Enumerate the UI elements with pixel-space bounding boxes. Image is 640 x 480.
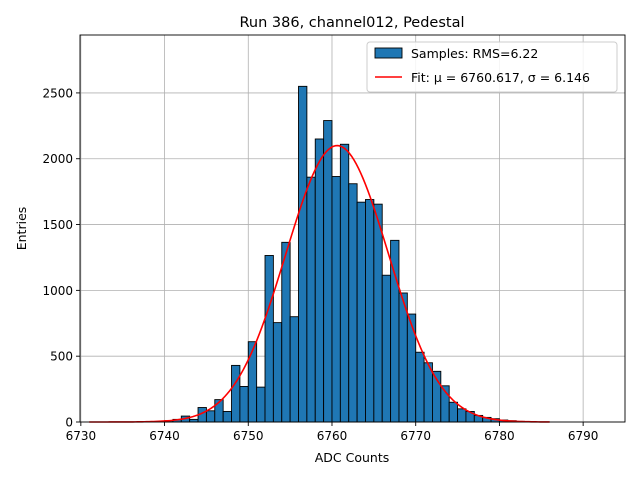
histogram-bar bbox=[272, 322, 283, 423]
x-axis-ticks: 6730 6740 6750 6760 6770 6780 6790 bbox=[66, 422, 599, 443]
plot-frame bbox=[79, 34, 626, 423]
legend-frame bbox=[366, 41, 618, 93]
x-axis-label: ADC Counts bbox=[315, 450, 390, 465]
x-tick-label: 6770 bbox=[400, 429, 431, 443]
histogram-bar bbox=[205, 410, 216, 423]
histogram-bar bbox=[406, 313, 417, 423]
y-tick-label: 500 bbox=[50, 350, 73, 364]
x-tick-label: 6780 bbox=[484, 429, 515, 443]
histogram-bar bbox=[381, 274, 392, 423]
histogram-bar bbox=[306, 176, 316, 423]
histogram-bar bbox=[323, 120, 333, 423]
histogram-bar bbox=[247, 341, 258, 423]
histogram-bar bbox=[448, 401, 459, 423]
histogram-bar bbox=[281, 241, 291, 423]
legend-label-fit: Fit: μ = 6760.617, σ = 6.146 bbox=[411, 70, 590, 85]
y-tick-label: 0 bbox=[65, 416, 73, 430]
legend: Samples: RMS=6.22 Fit: μ = 6760.617, σ =… bbox=[366, 41, 618, 93]
x-tick-label: 6750 bbox=[233, 429, 264, 443]
histogram-bar bbox=[423, 362, 433, 423]
y-tick-label: 1000 bbox=[42, 284, 73, 298]
legend-label-samples: Samples: RMS=6.22 bbox=[411, 46, 538, 61]
x-tick-label: 6740 bbox=[149, 429, 180, 443]
y-tick-label: 2000 bbox=[42, 152, 73, 166]
histogram-bar bbox=[222, 411, 232, 423]
histogram-bar bbox=[314, 138, 325, 423]
histogram-bar bbox=[356, 201, 366, 423]
y-tick-label: 1500 bbox=[42, 218, 73, 232]
histogram-bar bbox=[398, 292, 408, 423]
histogram-bar bbox=[298, 85, 308, 423]
y-axis-label: Entries bbox=[14, 207, 29, 251]
histogram-bar bbox=[231, 364, 241, 423]
histogram-bar bbox=[239, 386, 249, 423]
histogram-bar bbox=[348, 183, 358, 423]
y-axis-ticks: 0 500 1000 1500 2000 2500 bbox=[42, 86, 80, 430]
x-tick-label: 6760 bbox=[317, 429, 348, 443]
histogram-bar bbox=[415, 351, 425, 423]
histogram-bar bbox=[331, 176, 341, 423]
histogram-bar bbox=[457, 408, 467, 423]
legend-swatch-samples bbox=[374, 47, 403, 59]
histogram-bar bbox=[339, 143, 350, 423]
fit-curve bbox=[89, 144, 550, 423]
chart-title: Run 386, channel012, Pedestal bbox=[239, 15, 464, 31]
histogram-bars bbox=[164, 85, 534, 423]
x-tick-label: 6790 bbox=[568, 429, 599, 443]
histogram-bar bbox=[264, 255, 274, 423]
y-tick-label: 2500 bbox=[42, 86, 73, 100]
histogram-bar bbox=[365, 199, 375, 423]
x-tick-label: 6730 bbox=[66, 429, 97, 443]
histogram-bar bbox=[373, 203, 383, 423]
histogram-bar bbox=[256, 386, 266, 423]
histogram-bar bbox=[289, 316, 299, 423]
